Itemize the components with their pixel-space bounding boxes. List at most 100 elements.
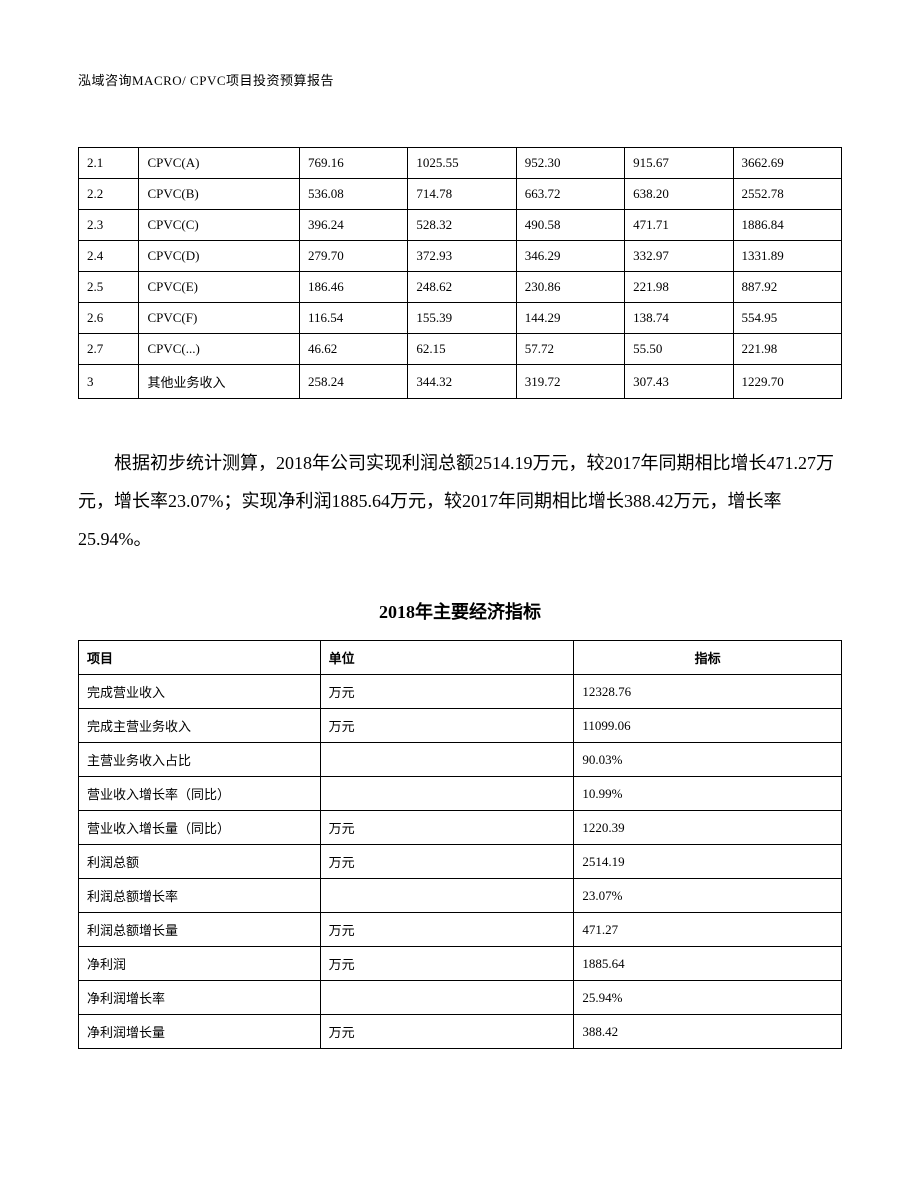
cell-index: 2.5 <box>79 272 139 303</box>
cell-value: 528.32 <box>408 210 516 241</box>
cell-value: 319.72 <box>516 365 624 399</box>
cell-value: 344.32 <box>408 365 516 399</box>
table-row: 2.7 CPVC(...) 46.62 62.15 57.72 55.50 22… <box>79 334 842 365</box>
cell-value: 1885.64 <box>574 947 842 981</box>
cell-value: 346.29 <box>516 241 624 272</box>
cell-unit: 万元 <box>320 845 574 879</box>
table-row: 完成营业收入 万元 12328.76 <box>79 675 842 709</box>
cell-value: 3662.69 <box>733 148 841 179</box>
cell-item: 完成主营业务收入 <box>79 709 321 743</box>
cell-unit <box>320 981 574 1015</box>
cell-value: 1220.39 <box>574 811 842 845</box>
cell-item: 净利润增长率 <box>79 981 321 1015</box>
cell-item: 利润总额 <box>79 845 321 879</box>
cell-unit: 万元 <box>320 675 574 709</box>
cell-value: 952.30 <box>516 148 624 179</box>
cell-value: 138.74 <box>625 303 733 334</box>
page-header: 泓域咨询MACRO/ CPVC项目投资预算报告 <box>78 70 842 89</box>
cell-value: 23.07% <box>574 879 842 913</box>
header-indicator: 指标 <box>574 641 842 675</box>
summary-paragraph: 根据初步统计测算，2018年公司实现利润总额2514.19万元，较2017年同期… <box>78 445 842 558</box>
cell-value: 2552.78 <box>733 179 841 210</box>
cell-name: CPVC(...) <box>139 334 300 365</box>
cell-value: 221.98 <box>733 334 841 365</box>
header-item: 项目 <box>79 641 321 675</box>
cell-value: 471.27 <box>574 913 842 947</box>
cell-value: 1331.89 <box>733 241 841 272</box>
header-unit: 单位 <box>320 641 574 675</box>
cell-index: 2.4 <box>79 241 139 272</box>
table-row: 3 其他业务收入 258.24 344.32 319.72 307.43 122… <box>79 365 842 399</box>
cell-value: 11099.06 <box>574 709 842 743</box>
table-row: 2.5 CPVC(E) 186.46 248.62 230.86 221.98 … <box>79 272 842 303</box>
cell-name: CPVC(C) <box>139 210 300 241</box>
cell-value: 388.42 <box>574 1015 842 1049</box>
table-row: 净利润增长量 万元 388.42 <box>79 1015 842 1049</box>
table-row: 完成主营业务收入 万元 11099.06 <box>79 709 842 743</box>
cell-value: 186.46 <box>299 272 407 303</box>
cell-value: 396.24 <box>299 210 407 241</box>
cell-unit: 万元 <box>320 709 574 743</box>
table-row: 净利润 万元 1885.64 <box>79 947 842 981</box>
table2-body: 完成营业收入 万元 12328.76 完成主营业务收入 万元 11099.06 … <box>79 675 842 1049</box>
cell-value: 332.97 <box>625 241 733 272</box>
cell-item: 营业收入增长量（同比） <box>79 811 321 845</box>
cell-value: 769.16 <box>299 148 407 179</box>
cell-item: 利润总额增长量 <box>79 913 321 947</box>
cell-unit <box>320 743 574 777</box>
table-row: 主营业务收入占比 90.03% <box>79 743 842 777</box>
cell-value: 57.72 <box>516 334 624 365</box>
cell-index: 2.2 <box>79 179 139 210</box>
cell-value: 258.24 <box>299 365 407 399</box>
cell-unit: 万元 <box>320 947 574 981</box>
cell-value: 638.20 <box>625 179 733 210</box>
table-header-row: 项目 单位 指标 <box>79 641 842 675</box>
table-row: 营业收入增长量（同比） 万元 1220.39 <box>79 811 842 845</box>
table-row: 净利润增长率 25.94% <box>79 981 842 1015</box>
cell-value: 144.29 <box>516 303 624 334</box>
cell-value: 46.62 <box>299 334 407 365</box>
cell-value: 62.15 <box>408 334 516 365</box>
cell-item: 净利润增长量 <box>79 1015 321 1049</box>
cell-item: 利润总额增长率 <box>79 879 321 913</box>
table-row: 2.2 CPVC(B) 536.08 714.78 663.72 638.20 … <box>79 179 842 210</box>
cell-value: 887.92 <box>733 272 841 303</box>
cell-name: CPVC(F) <box>139 303 300 334</box>
cell-value: 1025.55 <box>408 148 516 179</box>
cell-value: 279.70 <box>299 241 407 272</box>
cell-value: 221.98 <box>625 272 733 303</box>
cell-unit: 万元 <box>320 913 574 947</box>
table-row: 利润总额增长率 23.07% <box>79 879 842 913</box>
table-row: 2.1 CPVC(A) 769.16 1025.55 952.30 915.67… <box>79 148 842 179</box>
cell-unit: 万元 <box>320 1015 574 1049</box>
cell-index: 2.1 <box>79 148 139 179</box>
cell-unit <box>320 879 574 913</box>
cell-value: 490.58 <box>516 210 624 241</box>
cell-index: 2.3 <box>79 210 139 241</box>
cell-value: 10.99% <box>574 777 842 811</box>
product-revenue-table: 2.1 CPVC(A) 769.16 1025.55 952.30 915.67… <box>78 147 842 399</box>
cell-value: 663.72 <box>516 179 624 210</box>
cell-name: CPVC(B) <box>139 179 300 210</box>
cell-value: 1229.70 <box>733 365 841 399</box>
cell-value: 90.03% <box>574 743 842 777</box>
cell-value: 155.39 <box>408 303 516 334</box>
cell-value: 372.93 <box>408 241 516 272</box>
table2-title: 2018年主要经济指标 <box>78 598 842 624</box>
cell-index: 3 <box>79 365 139 399</box>
table-row: 2.6 CPVC(F) 116.54 155.39 144.29 138.74 … <box>79 303 842 334</box>
cell-value: 714.78 <box>408 179 516 210</box>
cell-value: 915.67 <box>625 148 733 179</box>
cell-value: 307.43 <box>625 365 733 399</box>
cell-name: 其他业务收入 <box>139 365 300 399</box>
cell-value: 554.95 <box>733 303 841 334</box>
cell-item: 营业收入增长率（同比） <box>79 777 321 811</box>
cell-value: 230.86 <box>516 272 624 303</box>
cell-value: 12328.76 <box>574 675 842 709</box>
cell-value: 471.71 <box>625 210 733 241</box>
table-row: 2.4 CPVC(D) 279.70 372.93 346.29 332.97 … <box>79 241 842 272</box>
table-row: 利润总额 万元 2514.19 <box>79 845 842 879</box>
cell-unit: 万元 <box>320 811 574 845</box>
cell-name: CPVC(D) <box>139 241 300 272</box>
cell-value: 1886.84 <box>733 210 841 241</box>
